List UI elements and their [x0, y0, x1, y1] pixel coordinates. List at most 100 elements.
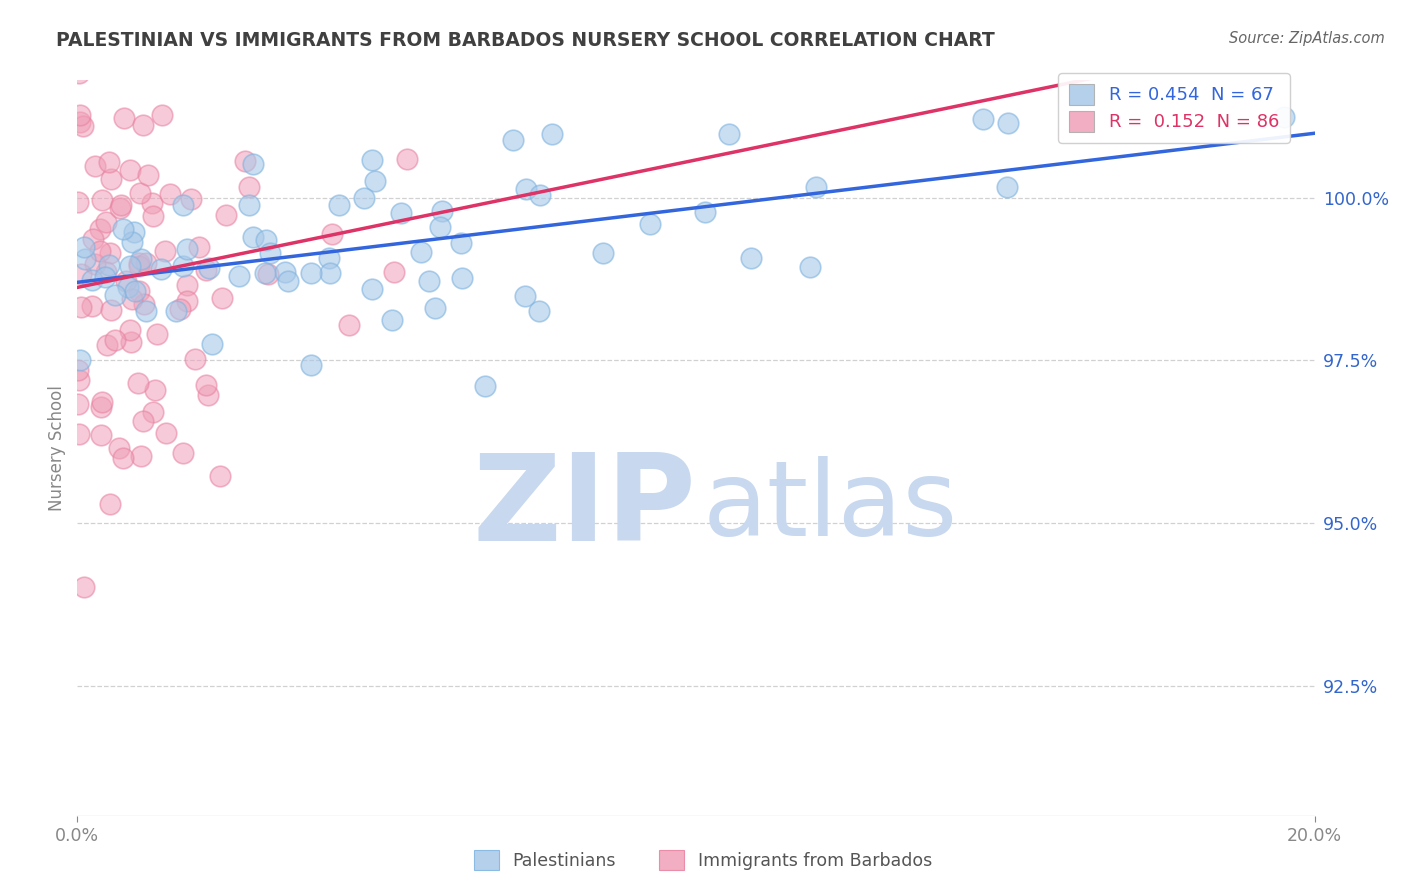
Point [339, 318, 361, 333]
Point [180, 192, 202, 206]
Point [150, 108, 173, 122]
Point [228, 269, 250, 284]
Point [146, 326, 169, 341]
Point [169, 301, 191, 316]
Point [108, 201, 131, 215]
Point [67, 397, 90, 411]
Point [253, 266, 276, 280]
Point [142, 405, 165, 419]
Point [135, 304, 157, 318]
Point [364, 174, 387, 188]
Text: ZIP: ZIP [472, 449, 696, 566]
Point [69, 108, 91, 122]
Point [319, 266, 342, 280]
Point [96, 338, 118, 352]
Point [90, 400, 112, 414]
Point [208, 468, 231, 483]
Point [513, 288, 536, 302]
Point [972, 112, 994, 126]
Point [395, 153, 418, 167]
Point [97, 258, 120, 272]
Point [128, 284, 150, 298]
Point [259, 246, 281, 260]
Point [197, 388, 219, 402]
Point [238, 198, 260, 212]
Point [450, 235, 472, 250]
Point [80, 299, 103, 313]
Point [97, 38, 120, 53]
Point [194, 263, 217, 277]
Point [70, 267, 93, 281]
Point [299, 266, 322, 280]
Text: PALESTINIAN VS IMMIGRANTS FROM BARBADOS NURSERY SCHOOL CORRELATION CHART: PALESTINIAN VS IMMIGRANTS FROM BARBADOS … [56, 31, 995, 50]
Point [277, 274, 299, 288]
Point [529, 187, 551, 202]
Point [82, 273, 104, 287]
Point [172, 198, 194, 212]
Point [67, 373, 90, 387]
Point [100, 172, 122, 186]
Point [429, 219, 451, 234]
Point [91, 193, 114, 207]
Point [541, 127, 564, 141]
Point [155, 426, 177, 441]
Point [142, 209, 165, 223]
Point [211, 291, 233, 305]
Point [82, 232, 104, 246]
Point [121, 235, 143, 249]
Point [73, 252, 96, 266]
Point [318, 251, 340, 265]
Point [111, 221, 134, 235]
Point [389, 205, 412, 219]
Point [98, 497, 121, 511]
Point [66, 195, 89, 210]
Point [124, 284, 146, 298]
Point [118, 323, 141, 337]
Point [173, 44, 195, 58]
Point [98, 154, 121, 169]
Point [104, 333, 127, 347]
Point [201, 337, 224, 351]
Point [94, 58, 117, 72]
Point [188, 54, 211, 69]
Point [83, 159, 105, 173]
Text: Source: ZipAtlas.com: Source: ZipAtlas.com [1229, 31, 1385, 46]
Point [242, 157, 264, 171]
Point [122, 225, 145, 239]
Point [115, 274, 138, 288]
Point [382, 265, 405, 279]
Point [430, 204, 453, 219]
Point [112, 451, 135, 466]
Point [198, 261, 221, 276]
Point [73, 580, 96, 594]
Point [110, 197, 132, 211]
Point [100, 302, 122, 317]
Legend: R = 0.454  N = 67, R =  0.152  N = 86: R = 0.454 N = 67, R = 0.152 N = 86 [1059, 73, 1289, 143]
Point [118, 259, 141, 273]
Point [153, 244, 176, 258]
Point [451, 270, 474, 285]
Point [69, 353, 91, 368]
Point [69, 114, 91, 128]
Point [502, 133, 524, 147]
Point [132, 118, 155, 132]
Point [108, 441, 131, 455]
Point [120, 162, 142, 177]
Point [418, 275, 440, 289]
Point [128, 186, 150, 201]
Point [804, 180, 827, 194]
Point [328, 198, 350, 212]
Point [638, 217, 661, 231]
Point [693, 205, 716, 219]
Point [136, 169, 159, 183]
Point [89, 244, 111, 259]
Point [717, 127, 740, 141]
Point [515, 182, 537, 196]
Point [353, 192, 375, 206]
Point [132, 414, 155, 428]
Point [172, 259, 194, 273]
Point [165, 303, 187, 318]
Point [91, 395, 114, 409]
Point [159, 186, 181, 201]
Point [66, 363, 89, 377]
